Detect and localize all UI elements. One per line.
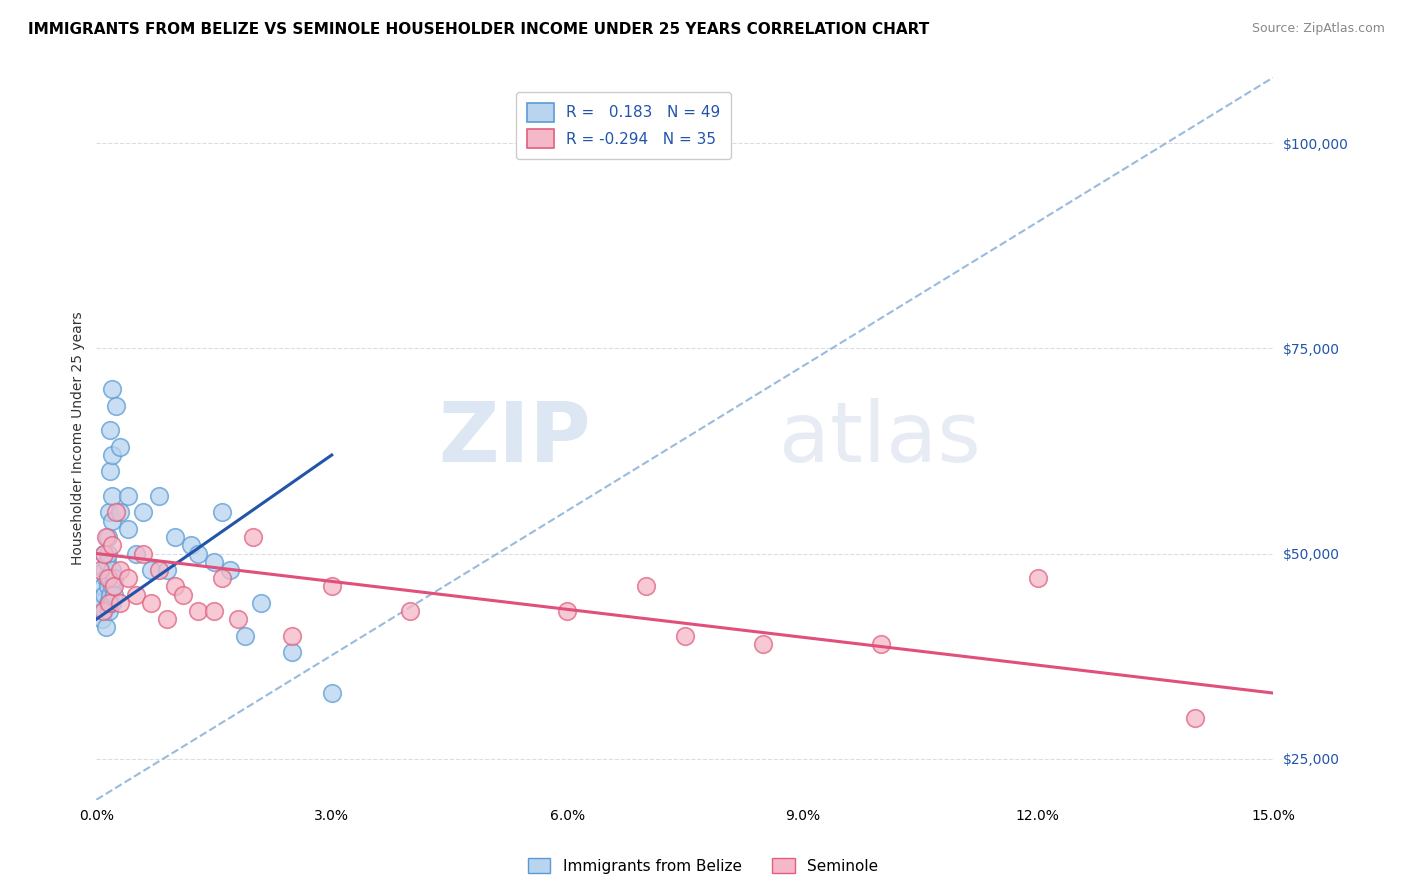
Point (108, 596, 131, 610)
Point (132, 547, 155, 561)
Point (89, 563, 111, 577)
Point (97, 596, 120, 610)
Point (555, 604, 578, 618)
Point (634, 579, 657, 593)
Point (98, 588, 121, 602)
Point (101, 448, 124, 462)
Y-axis label: Householder Income Under 25 years: Householder Income Under 25 years (72, 312, 86, 566)
Point (163, 579, 186, 593)
Point (100, 571, 122, 585)
Point (235, 629, 257, 643)
Point (226, 612, 249, 626)
Point (132, 506, 155, 520)
Point (93, 547, 115, 561)
Point (202, 604, 225, 618)
Point (156, 563, 179, 577)
Point (93, 563, 115, 577)
Point (97, 571, 120, 585)
Point (94, 620, 117, 634)
Point (163, 530, 186, 544)
Point (1026, 571, 1049, 585)
Point (97, 547, 120, 561)
Point (250, 596, 273, 610)
Point (101, 596, 124, 610)
Legend: R =   0.183   N = 49, R = -0.294   N = 35: R = 0.183 N = 49, R = -0.294 N = 35 (516, 92, 731, 159)
Point (97, 530, 120, 544)
Point (1184, 711, 1206, 725)
Point (96, 555, 118, 569)
Point (148, 563, 170, 577)
Point (202, 555, 225, 569)
Point (91, 579, 114, 593)
Point (172, 588, 194, 602)
Point (97, 506, 120, 520)
Point (108, 506, 131, 520)
Point (870, 637, 893, 651)
Point (93, 547, 115, 561)
Point (321, 686, 343, 700)
Point (124, 547, 146, 561)
Point (100, 424, 122, 438)
Text: IMMIGRANTS FROM BELIZE VS SEMINOLE HOUSEHOLDER INCOME UNDER 25 YEARS CORRELATION: IMMIGRANTS FROM BELIZE VS SEMINOLE HOUSE… (28, 22, 929, 37)
Point (179, 538, 201, 552)
Point (156, 612, 179, 626)
Point (101, 538, 124, 552)
Point (117, 489, 139, 503)
Point (399, 604, 422, 618)
Point (752, 637, 775, 651)
Point (98, 465, 121, 479)
Point (93, 604, 115, 618)
Point (93, 588, 115, 602)
Point (108, 440, 131, 454)
Point (101, 382, 124, 396)
Point (218, 563, 240, 577)
Point (187, 547, 209, 561)
Point (117, 571, 139, 585)
Point (281, 629, 304, 643)
Point (101, 514, 124, 528)
Point (516, 809, 538, 823)
Point (117, 522, 139, 536)
Point (101, 579, 124, 593)
Point (101, 563, 124, 577)
Point (103, 571, 125, 585)
Point (101, 489, 124, 503)
Point (211, 571, 233, 585)
Point (97, 579, 120, 593)
Point (141, 596, 163, 610)
Point (141, 563, 163, 577)
Point (94, 530, 117, 544)
Point (148, 489, 170, 503)
Point (124, 588, 146, 602)
Point (97, 596, 120, 610)
Point (187, 604, 209, 618)
Point (91, 604, 114, 618)
Point (104, 506, 127, 520)
Point (104, 399, 127, 413)
Legend: Immigrants from Belize, Seminole: Immigrants from Belize, Seminole (522, 852, 884, 880)
Point (673, 629, 696, 643)
Point (103, 579, 125, 593)
Point (281, 645, 304, 659)
Point (211, 506, 233, 520)
Text: atlas: atlas (779, 398, 981, 479)
Point (97, 604, 120, 618)
Point (242, 530, 264, 544)
Point (89, 596, 111, 610)
Text: ZIP: ZIP (439, 398, 591, 479)
Point (103, 588, 125, 602)
Point (94, 571, 117, 585)
Text: Source: ZipAtlas.com: Source: ZipAtlas.com (1251, 22, 1385, 36)
Point (90, 612, 112, 626)
Point (321, 579, 343, 593)
Point (108, 563, 131, 577)
